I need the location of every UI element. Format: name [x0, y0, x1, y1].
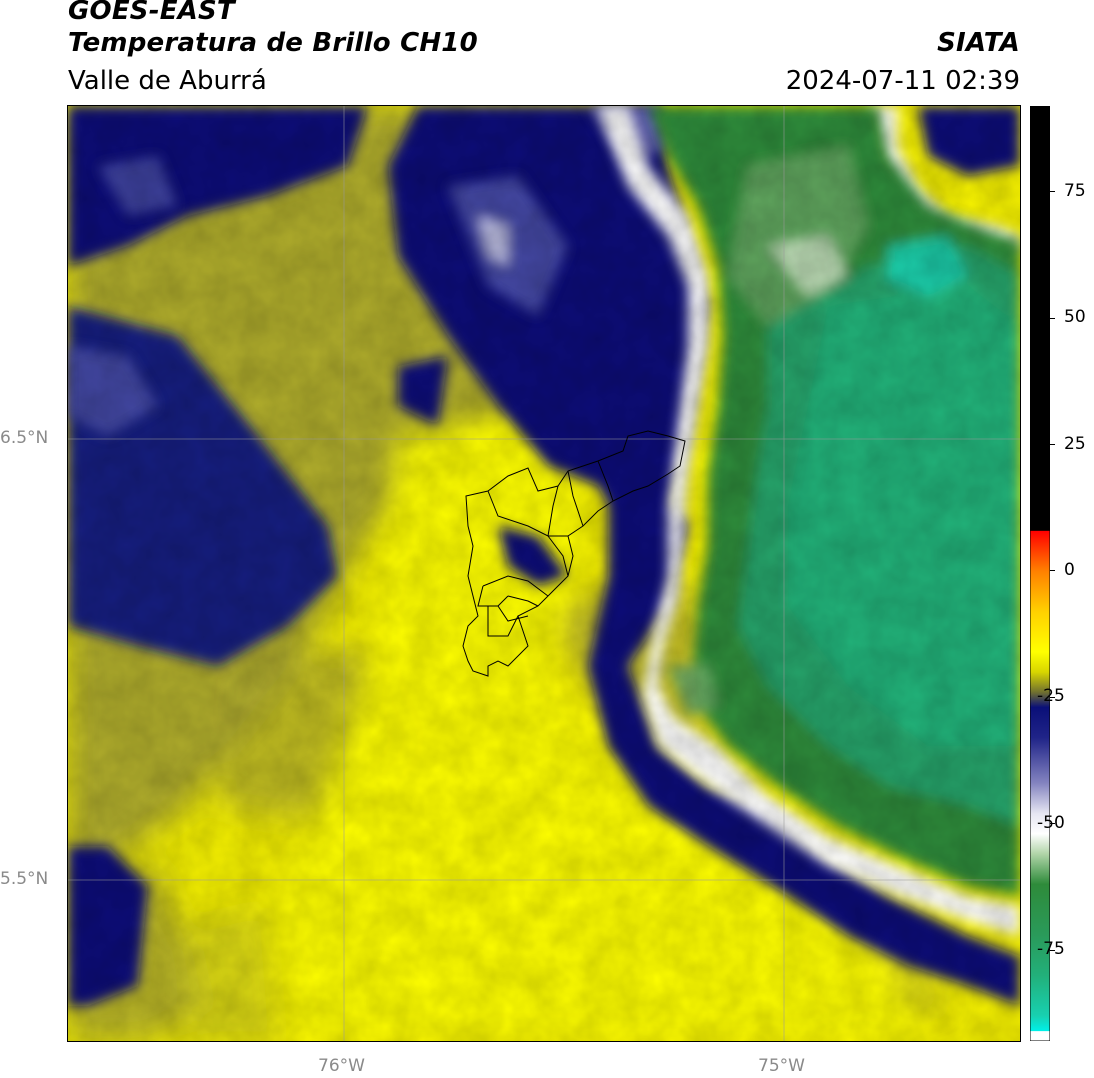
colorbar-tick-label: 50: [1064, 307, 1086, 328]
product-title: Temperatura de Brillo CH10: [68, 28, 478, 58]
colorbar-tick: [1050, 696, 1055, 698]
datetime-label: 2024-07-11 02:39: [785, 66, 1020, 96]
colorbar-tick-label: 75: [1064, 180, 1086, 201]
lon-label-76: 76°W: [318, 1056, 365, 1076]
org-title: SIATA: [937, 28, 1020, 58]
colorbar-tick-label: -50: [1037, 812, 1065, 833]
brightness-temperature-field: [68, 106, 1020, 1041]
colorbar: [1030, 106, 1050, 1041]
lat-label-5.5: 5.5°N: [0, 869, 49, 889]
colorbar-tick: [1050, 444, 1055, 446]
satellite-map: [68, 106, 1020, 1041]
colorbar-tick: [1050, 191, 1055, 193]
colorbar-tick: [1050, 949, 1055, 951]
satellite-title: GOES-EAST: [68, 0, 235, 26]
colorbar-tick-label: -25: [1037, 686, 1065, 707]
lon-label-75: 75°W: [758, 1056, 805, 1076]
region-title: Valle de Aburrá: [68, 66, 267, 96]
colorbar-tick: [1050, 317, 1055, 319]
colorbar-tick: [1050, 570, 1055, 572]
graticule: [68, 106, 1020, 1041]
colorbar-tick: [1050, 823, 1055, 825]
lat-label-6.5: 6.5°N: [0, 428, 49, 448]
colorbar-tick-label: 25: [1064, 433, 1086, 454]
colorbar-tick-label: -75: [1037, 939, 1065, 960]
municipality-boundaries: [462, 430, 686, 677]
colorbar-tick-label: 0: [1064, 559, 1075, 580]
